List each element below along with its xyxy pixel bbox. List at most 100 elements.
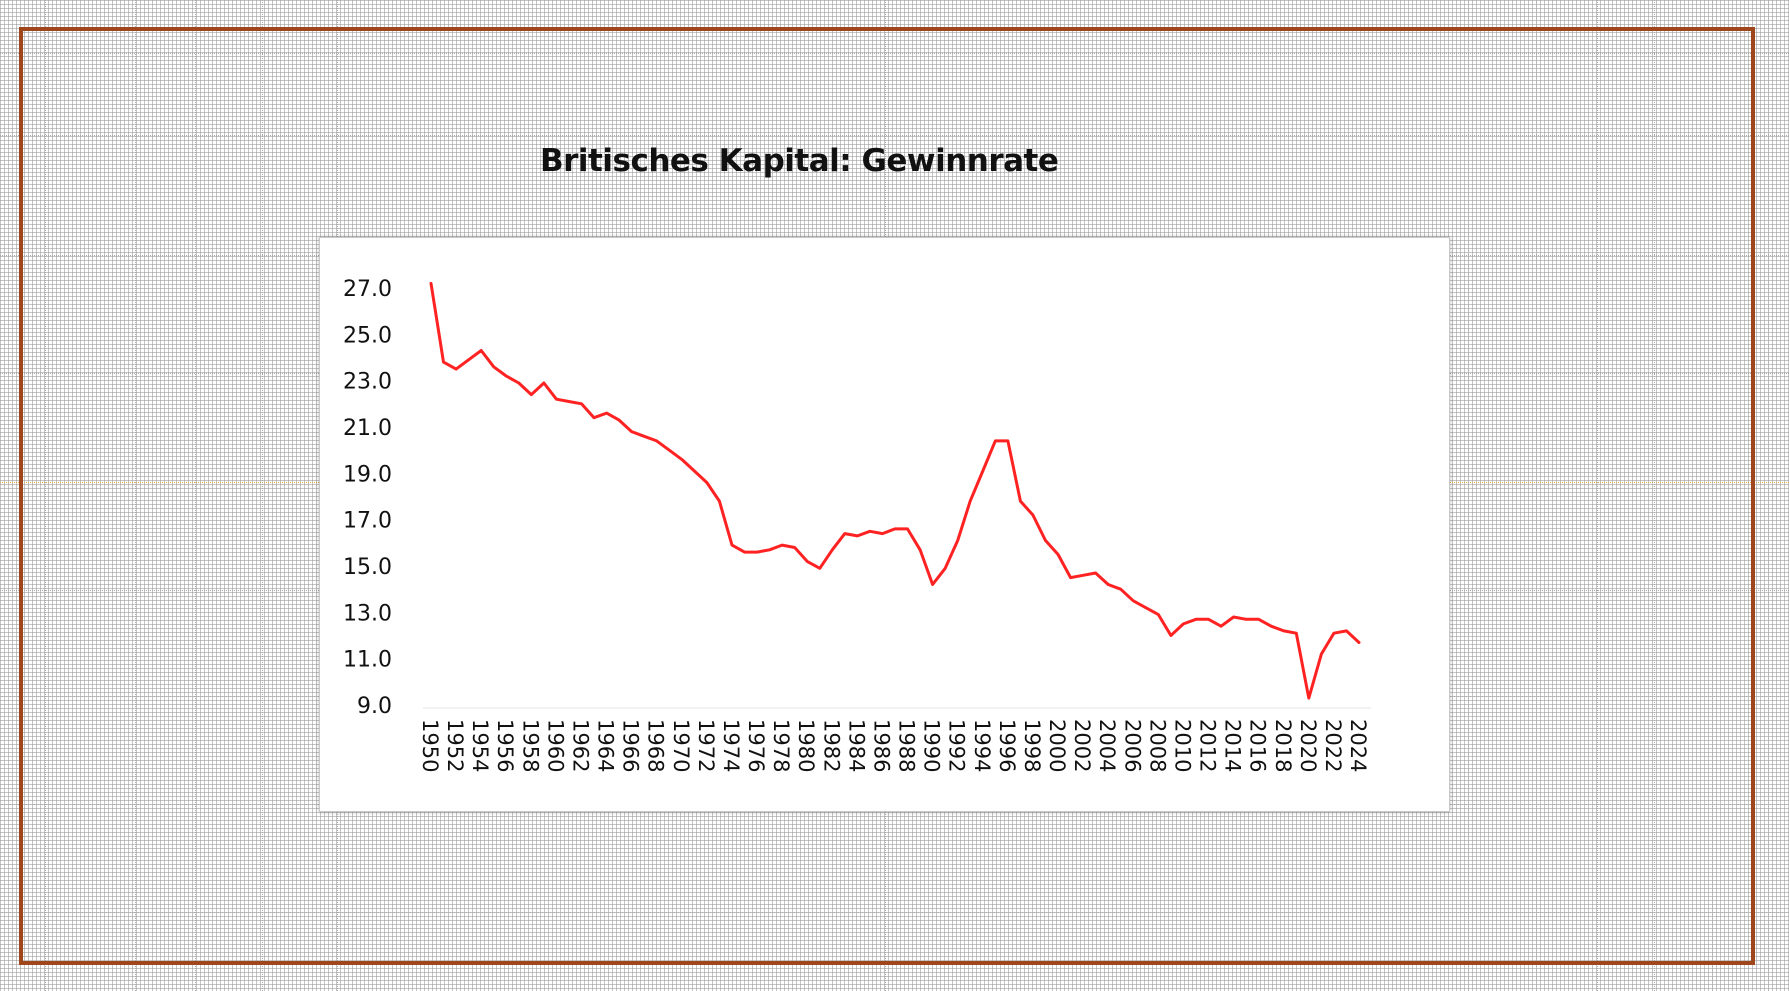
x-tick-label: 1970 xyxy=(669,719,693,772)
data-point xyxy=(1270,625,1273,628)
data-point xyxy=(1132,599,1135,602)
guide-line xyxy=(0,135,1789,136)
data-point xyxy=(1357,641,1361,644)
x-tick-label: 2016 xyxy=(1246,719,1270,772)
x-tick-label: 1972 xyxy=(694,719,718,772)
data-point xyxy=(818,567,821,570)
data-point xyxy=(1006,439,1010,443)
data-point xyxy=(1056,553,1060,556)
guide-line xyxy=(0,912,1789,913)
x-tick-label: 2024 xyxy=(1346,719,1370,772)
data-point xyxy=(1169,634,1173,637)
data-point xyxy=(881,532,884,535)
x-tick-label: 2006 xyxy=(1120,719,1144,772)
guide-line xyxy=(45,0,46,991)
data-point xyxy=(442,360,445,364)
series-group xyxy=(429,281,1361,700)
data-point xyxy=(542,381,546,385)
guide-line xyxy=(1768,0,1769,991)
data-point xyxy=(580,402,583,406)
x-tick-label: 1984 xyxy=(844,719,868,772)
data-point xyxy=(906,527,909,531)
data-point xyxy=(605,411,608,415)
guide-line xyxy=(1536,0,1537,991)
data-point xyxy=(668,448,671,452)
data-point xyxy=(454,367,458,371)
data-point xyxy=(617,418,621,422)
data-point xyxy=(1332,631,1336,635)
x-tick-label: 1998 xyxy=(1020,719,1044,772)
data-point xyxy=(680,458,684,461)
series-line xyxy=(429,281,1361,700)
y-tick-label: 25.0 xyxy=(343,323,392,348)
line-chart: 27.025.023.021.019.017.015.013.011.09.0 … xyxy=(343,277,1371,772)
data-point xyxy=(555,398,558,401)
data-point xyxy=(806,560,809,563)
x-tick-label: 1980 xyxy=(794,719,818,772)
data-point xyxy=(592,416,596,419)
data-point xyxy=(743,550,746,554)
guide-line xyxy=(1597,0,1598,991)
data-point xyxy=(1157,613,1160,616)
data-point xyxy=(505,374,508,378)
data-point xyxy=(655,439,658,443)
x-tick-label: 2012 xyxy=(1196,719,1220,772)
data-point xyxy=(1282,629,1285,633)
data-point xyxy=(868,530,872,533)
x-tick-label: 2004 xyxy=(1095,719,1119,772)
guide-line xyxy=(1712,0,1713,991)
x-tick-label: 2002 xyxy=(1070,719,1094,772)
data-point xyxy=(1219,625,1223,628)
data-point xyxy=(831,548,834,551)
x-tick-label: 1950 xyxy=(418,719,442,772)
x-tick-label: 2014 xyxy=(1221,719,1245,772)
x-tick-label: 2018 xyxy=(1271,719,1295,772)
data-point xyxy=(429,282,433,285)
data-point xyxy=(1257,618,1260,621)
x-tick-label: 1958 xyxy=(518,719,542,772)
x-tick-label: 2010 xyxy=(1170,719,1194,772)
data-point xyxy=(1119,587,1122,591)
data-point xyxy=(918,548,922,551)
data-point xyxy=(768,548,771,551)
y-tick-label: 21.0 xyxy=(343,416,392,441)
data-point xyxy=(517,381,520,385)
data-point xyxy=(1295,631,1298,635)
y-tick-label: 23.0 xyxy=(343,370,392,395)
guide-line xyxy=(195,0,196,991)
x-tick-label: 1996 xyxy=(995,719,1019,772)
guide-line xyxy=(1654,0,1655,991)
x-tick-label: 1964 xyxy=(594,719,618,772)
x-tick-label: 2008 xyxy=(1145,719,1169,772)
y-tick-label: 27.0 xyxy=(343,277,392,302)
x-tick-label: 1994 xyxy=(970,719,994,772)
x-tick-label: 1986 xyxy=(869,719,893,772)
guide-line xyxy=(1468,0,1469,991)
data-point xyxy=(931,583,934,586)
data-point xyxy=(530,393,533,396)
y-tick-label: 11.0 xyxy=(343,648,392,673)
x-axis: 1950 1952 1954 1956 1958 1960 1962 1964 1966 1968… xyxy=(418,707,1371,772)
data-point xyxy=(693,469,696,473)
x-tick-label: 2000 xyxy=(1045,719,1069,772)
data-point xyxy=(1320,652,1323,656)
data-point xyxy=(1244,618,1248,621)
data-point xyxy=(856,534,859,538)
data-point xyxy=(755,550,759,554)
y-axis: 27.0 25.0 23.0 21.0 19.0 17.0 15.0 13.0 11.0 9.0 xyxy=(343,277,392,719)
x-tick-label: 1954 xyxy=(468,719,492,772)
x-tick-label: 1992 xyxy=(945,719,969,772)
data-point xyxy=(705,481,709,484)
y-tick-label: 19.0 xyxy=(343,462,392,487)
data-point xyxy=(630,430,633,433)
data-point xyxy=(642,435,646,438)
y-tick-label: 15.0 xyxy=(343,555,392,580)
y-tick-label: 9.0 xyxy=(357,694,392,719)
data-point xyxy=(1194,618,1198,621)
x-tick-label: 1952 xyxy=(443,719,467,772)
data-point xyxy=(994,439,997,443)
guide-line xyxy=(0,53,1789,54)
x-tick-label: 1988 xyxy=(895,719,919,772)
data-point xyxy=(780,543,784,547)
